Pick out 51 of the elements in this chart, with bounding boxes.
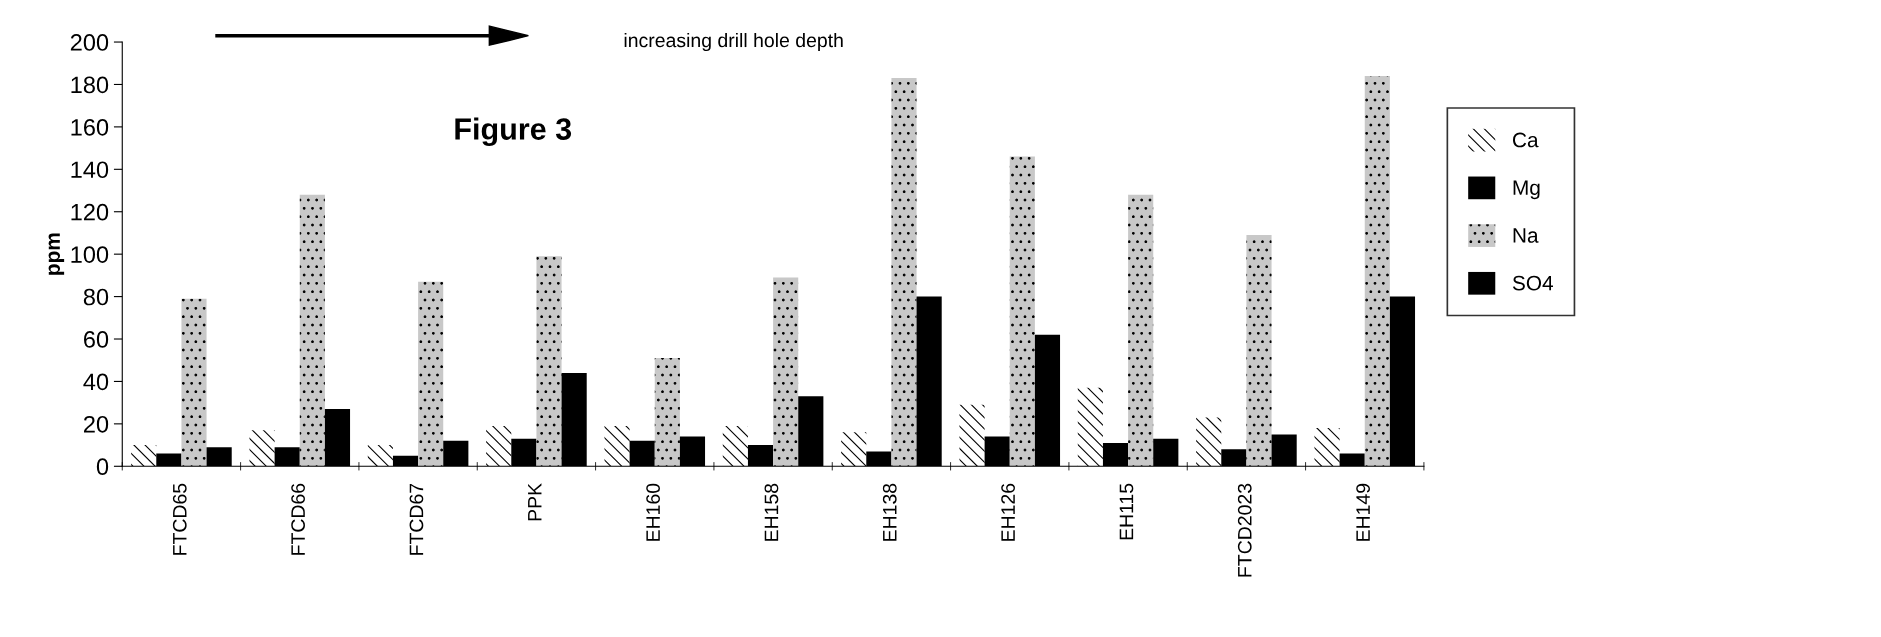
y-tick-label: 140	[71, 161, 109, 179]
bar	[604, 425, 630, 467]
bar	[299, 194, 325, 467]
bar	[418, 281, 444, 467]
bar	[1128, 194, 1154, 467]
annotation: increasing drill hole depth	[624, 32, 843, 52]
x-tick-label: EH149	[1356, 483, 1370, 541]
bar	[486, 425, 512, 467]
x-tick-label: FTCD65	[172, 483, 187, 555]
y-tick-label: 200	[70, 34, 109, 51]
bar	[1196, 417, 1222, 467]
legend-label: Mg	[1513, 180, 1540, 200]
x-tick-label: EH126	[1001, 483, 1015, 541]
legend-label: Na	[1513, 228, 1539, 243]
bar	[891, 78, 917, 467]
x-tick-label: EH160	[646, 483, 660, 541]
y-tick-label: 160	[71, 118, 109, 136]
bar	[1314, 428, 1340, 467]
y-tick-label: 60	[84, 331, 109, 348]
bar	[654, 358, 680, 467]
y-tick-label: 100	[71, 246, 109, 263]
y-tick-label: 80	[83, 288, 109, 306]
bar	[773, 277, 799, 467]
x-tick-label: EH138	[882, 483, 897, 541]
legend-label: Ca	[1512, 132, 1539, 148]
x-tick-label: EH158	[764, 483, 779, 541]
bar	[1364, 75, 1390, 467]
bar	[249, 430, 275, 467]
legend-label: SO4	[1512, 275, 1554, 291]
bar	[841, 432, 867, 467]
x-tick-label: FTCD67	[409, 483, 424, 555]
bar	[367, 445, 393, 467]
y-tick-label: 120	[71, 203, 109, 221]
bar	[181, 298, 207, 467]
x-tick-label: PPK	[528, 483, 542, 521]
y-tick-label: 180	[71, 76, 109, 94]
bar	[536, 256, 562, 467]
bar	[131, 445, 157, 467]
bar	[1246, 235, 1272, 467]
bar	[1077, 387, 1103, 467]
x-tick-label: FTCD2023	[1237, 483, 1252, 577]
bar	[722, 425, 748, 467]
bar	[1009, 156, 1035, 467]
y-tick-label: 20	[84, 415, 109, 433]
x-tick-label: FTCD66	[291, 483, 305, 555]
bar	[959, 404, 985, 467]
text: Figure 3	[455, 117, 572, 147]
x-tick-label: EH115	[1119, 483, 1134, 540]
y-axis-title: ppm	[48, 233, 65, 275]
y-tick-label: 0	[96, 458, 109, 476]
y-tick-label: 40	[83, 373, 109, 391]
